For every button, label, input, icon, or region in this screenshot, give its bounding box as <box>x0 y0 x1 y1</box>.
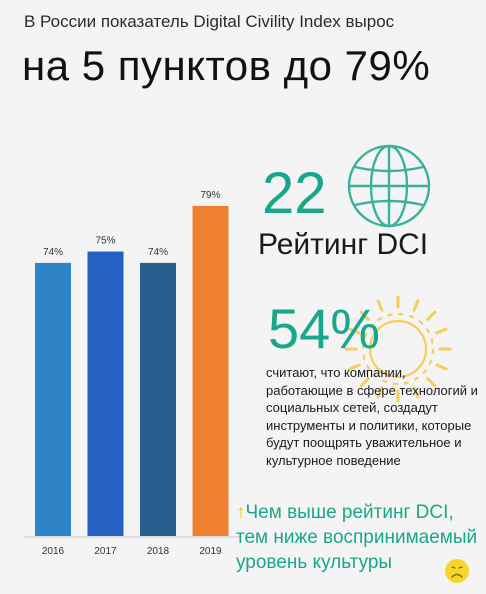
note-line-1: ↑Чем выше рейтинг DCI, <box>236 500 477 525</box>
rank-value: 22 <box>262 161 327 226</box>
bar-2018 <box>140 262 176 536</box>
data-label-2019: 79% <box>200 190 220 201</box>
sun-icon <box>344 295 452 403</box>
rank-label: Рейтинг DCI <box>258 228 429 261</box>
sun-ray <box>348 363 361 371</box>
x-tick-label-2016: 2016 <box>42 546 65 557</box>
data-label-2016: 74% <box>43 247 63 258</box>
note-line-3: уровень культуры <box>236 552 393 573</box>
sun-ray <box>435 363 448 371</box>
frowning-face-icon <box>445 559 469 583</box>
sun-ray <box>359 310 370 321</box>
chart-subtitle: В России показатель Digital Civility Ind… <box>24 12 395 31</box>
note-line-2: тем ниже воспринимаемый <box>236 527 478 548</box>
dci-note: ↑Чем выше рейтинг DCI, тем ниже восприни… <box>236 500 477 575</box>
bar-2019 <box>192 206 229 536</box>
globe-icon <box>347 144 431 228</box>
bar-2016 <box>35 262 71 536</box>
survey-percent: 54% <box>268 297 381 360</box>
sun-ray <box>376 299 384 312</box>
note-line-1-text: Чем выше рейтинг DCI, <box>245 502 454 523</box>
survey-description: считают, что компании, работающие в сфер… <box>266 365 478 468</box>
sun-ray <box>348 327 361 335</box>
x-tick-label-2019: 2019 <box>199 546 222 557</box>
sun-ray <box>426 377 437 388</box>
sun-ray <box>376 386 384 399</box>
bar-2017 <box>87 251 124 536</box>
sun-ray <box>359 377 370 388</box>
data-label-2017: 75% <box>95 236 115 247</box>
headline: на 5 пунктов до 79% <box>22 42 431 89</box>
data-label-2018: 74% <box>148 247 168 258</box>
x-tick-label-2017: 2017 <box>94 546 117 557</box>
sun-ray <box>412 299 420 312</box>
x-tick-label-2018: 2018 <box>147 546 170 557</box>
sun-ray <box>426 310 437 321</box>
up-arrow-icon: ↑ <box>236 502 246 523</box>
sun-ray <box>412 386 420 399</box>
sun-ray <box>435 327 448 335</box>
